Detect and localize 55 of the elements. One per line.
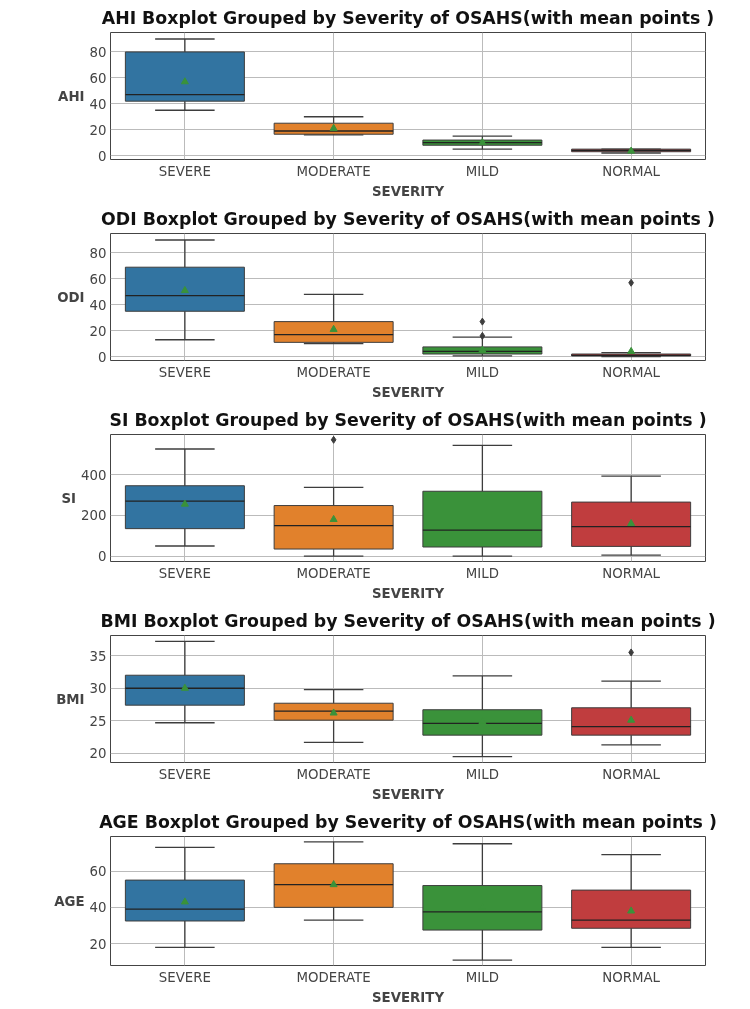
y-tick-label: 20 (89, 746, 107, 762)
y-tick-label: 40 (89, 900, 107, 916)
y-axis-title: ODI (57, 289, 85, 305)
x-tick-label: MILD (465, 766, 499, 782)
y-tick-label: 60 (89, 271, 107, 287)
x-tick-label: MODERATE (296, 163, 371, 179)
x-axis-title: SEVERITY (371, 585, 445, 601)
y-tick-label: 400 (81, 467, 107, 483)
x-tick-label: SEVERE (158, 969, 211, 985)
x-tick-label: NORMAL (602, 364, 661, 380)
y-tick-label: 60 (89, 864, 107, 880)
x-axis-title: SEVERITY (371, 989, 445, 1005)
y-tick-label: 80 (89, 245, 107, 261)
y-tick-label: 20 (89, 122, 107, 138)
y-tick-label: 25 (89, 713, 107, 729)
y-tick-label: 60 (89, 70, 107, 86)
y-tick-label: 30 (89, 681, 107, 697)
x-axis-title: SEVERITY (371, 786, 445, 802)
chart-title: AHI Boxplot Grouped by Severity of OSAHS(with mean points ) (101, 7, 715, 28)
x-tick-label: NORMAL (602, 766, 661, 782)
x-axis-title: SEVERITY (371, 183, 445, 199)
x-axis-title: SEVERITY (371, 384, 445, 400)
y-tick-label: 20 (89, 936, 107, 952)
y-tick-label: 80 (89, 44, 107, 60)
y-tick-label: 0 (98, 148, 107, 164)
y-tick-label: 0 (98, 549, 107, 565)
chart-title: SI Boxplot Grouped by Severity of OSAHS(with mean points ) (109, 409, 707, 430)
y-tick-label: 0 (98, 349, 107, 365)
y-tick-label: 40 (89, 297, 107, 313)
y-tick-label: 35 (89, 648, 107, 664)
y-tick-label: 20 (89, 323, 107, 339)
x-tick-label: MODERATE (296, 565, 371, 581)
y-tick-label: 40 (89, 96, 107, 112)
x-tick-label: MODERATE (296, 364, 371, 380)
y-axis-title: AGE (54, 893, 85, 909)
x-tick-label: MODERATE (296, 969, 371, 985)
y-tick-label: 200 (81, 508, 107, 524)
x-tick-label: NORMAL (602, 969, 661, 985)
chart-title: ODI Boxplot Grouped by Severity of OSAHS(with mean points ) (101, 208, 715, 229)
x-tick-label: SEVERE (158, 766, 211, 782)
x-tick-label: NORMAL (602, 565, 661, 581)
y-axis-title: AHI (58, 88, 85, 104)
x-tick-label: NORMAL (602, 163, 661, 179)
chart-title: BMI Boxplot Grouped by Severity of OSAHS(with mean points ) (100, 610, 716, 631)
y-axis-title: SI (61, 490, 77, 506)
x-tick-label: SEVERE (158, 565, 211, 581)
y-axis-title: BMI (56, 691, 85, 707)
x-tick-label: MILD (465, 364, 499, 380)
x-tick-label: SEVERE (158, 364, 211, 380)
x-tick-label: MILD (465, 969, 499, 985)
x-tick-label: MILD (465, 565, 499, 581)
x-tick-label: SEVERE (158, 163, 211, 179)
x-tick-label: MODERATE (296, 766, 371, 782)
x-tick-label: MILD (465, 163, 499, 179)
chart-title: AGE Boxplot Grouped by Severity of OSAHS(with mean points ) (99, 811, 717, 832)
